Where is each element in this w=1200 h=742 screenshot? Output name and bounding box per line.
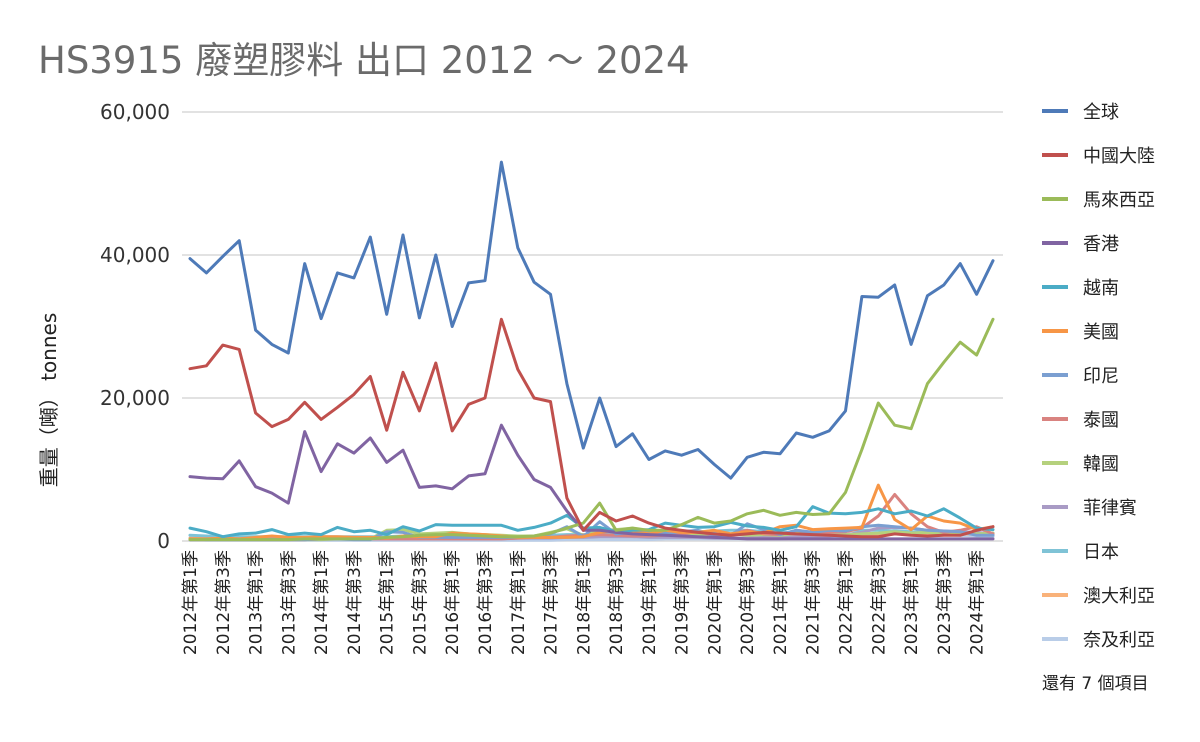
legend-item: 泰國 [1042,410,1119,431]
y-tick-label: 60,000 [100,100,170,124]
x-tick-label: 2016年第1季 [443,550,463,655]
legend-label: 泰國 [1083,410,1119,431]
legend-item: 越南 [1042,278,1119,299]
legend-label: 菲律賓 [1083,498,1137,519]
x-tick-label: 2012年第1季 [181,550,201,655]
x-tick-label: 2013年第3季 [279,550,299,655]
legend-item: 韓國 [1042,454,1119,475]
legend-item: 美國 [1042,322,1119,343]
gridlines [182,111,1003,542]
y-tick-label: 0 [157,529,170,553]
x-tick-label: 2021年第3季 [804,550,824,655]
x-tick-label: 2019年第1季 [640,550,660,655]
x-tick-label: 2019年第3季 [673,550,693,655]
x-axis-ticks: 2012年第1季 2012年第3季 2013年第1季 2013年第3季 2014年第1季… [181,550,988,655]
legend-more-items: 還有 7 個項目 [1042,674,1149,694]
x-tick-label: 2022年第3季 [869,550,889,655]
series-line-美國 [188,483,995,541]
legend-item: 菲律賓 [1042,498,1137,519]
legend-label: 馬來西亞 [1083,190,1155,211]
x-tick-label: 2022年第1季 [837,550,857,655]
legend-label: 澳大利亞 [1083,586,1155,607]
x-tick-label: 2014年第3季 [345,550,365,655]
x-tick-label: 2012年第3季 [214,550,234,655]
legend-label: 印尼 [1083,366,1119,387]
y-axis-label: 重量（噸） tonnes [37,313,61,488]
x-tick-label: 2020年第3季 [738,550,758,655]
series-line-香港 [188,423,995,541]
legend-item: 全球 [1042,102,1119,123]
legend-item: 中國大陸 [1042,146,1155,167]
x-tick-label: 2013年第1季 [247,550,267,655]
x-tick-label: 2014年第1季 [312,550,332,655]
legend-item: 日本 [1042,542,1119,563]
x-tick-label: 2021年第1季 [771,550,791,655]
x-tick-label: 2020年第1季 [705,550,725,655]
legend-label: 奈及利亞 [1083,630,1155,651]
x-tick-label: 2018年第1季 [574,550,594,655]
y-axis-ticks: 0 20,000 40,000 60,000 [100,100,170,553]
legend-item: 馬來西亞 [1042,190,1155,211]
legend-label: 日本 [1083,542,1119,563]
x-tick-label: 2016年第3季 [476,550,496,655]
legend-item: 印尼 [1042,366,1119,387]
legend-item: 澳大利亞 [1042,586,1155,607]
legend-label: 中國大陸 [1083,146,1155,167]
x-tick-label: 2017年第1季 [509,550,529,655]
legend-item: 香港 [1042,234,1119,255]
legend-item: 奈及利亞 [1042,630,1155,651]
series-line-全球 [188,160,995,480]
x-tick-label: 2024年第1季 [968,550,988,655]
series-line-馬來西亞 [188,317,995,542]
x-tick-label: 2018年第3季 [607,550,627,655]
x-tick-label: 2023年第3季 [935,550,955,655]
legend-label: 韓國 [1083,454,1119,475]
legend-label: 越南 [1083,278,1119,299]
y-tick-label: 20,000 [100,386,170,410]
x-tick-label: 2015年第1季 [378,550,398,655]
legend-label: 香港 [1083,234,1119,255]
legend-label: 美國 [1083,322,1119,343]
x-tick-label: 2017年第3季 [542,550,562,655]
series-line-中國大陸 [188,317,995,539]
chart-title: HS3915 廢塑膠料 出口 2012 ～ 2024 [38,39,690,82]
x-tick-label: 2023年第1季 [902,550,922,655]
legend-label: 全球 [1083,102,1119,123]
y-tick-label: 40,000 [100,243,170,267]
series-lines [188,160,995,542]
series-line-越南 [188,505,995,539]
x-tick-label: 2015年第3季 [410,550,430,655]
